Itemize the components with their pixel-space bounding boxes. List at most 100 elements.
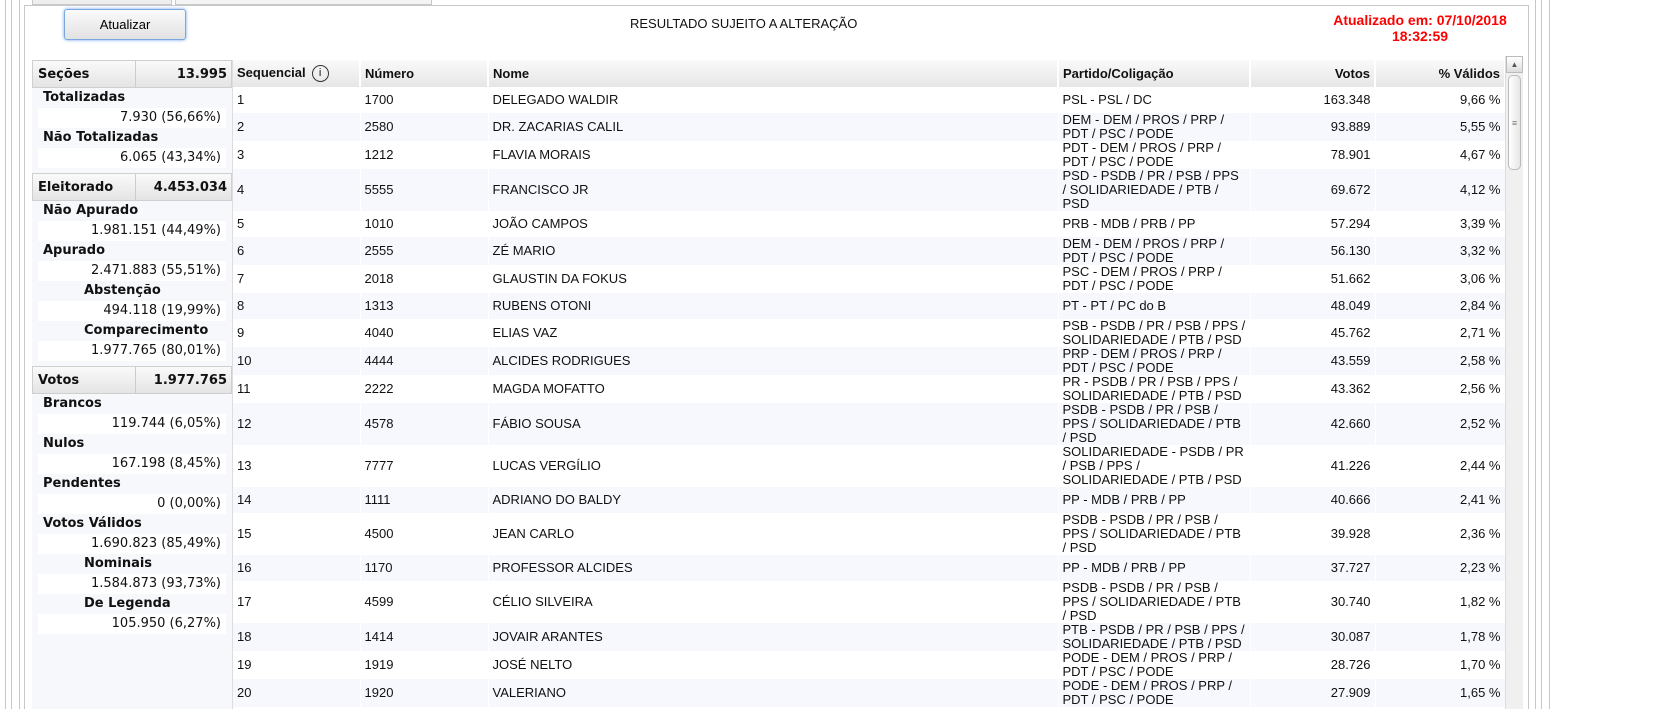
value: 6.065 (43,34%) (38, 148, 226, 168)
table-row[interactable]: 20 1920 VALERIANO PODE - DEM / PROS / PRP /… (233, 679, 1505, 707)
table-row[interactable]: 14 1111 ADRIANO DO BALDY PP - MDB / PRB / P… (233, 487, 1505, 513)
cell-nome: JOSÉ NELTO (488, 651, 1059, 679)
vertical-scrollbar[interactable]: ▲ ≡ (1505, 56, 1523, 709)
refresh-button[interactable]: Atualizar (64, 9, 186, 40)
cell-sequencial: 11 (233, 375, 361, 403)
cell-sequencial: 4 (233, 169, 361, 211)
scroll-thumb[interactable]: ≡ (1508, 75, 1521, 170)
table-row[interactable]: 19 1919 JOSÉ NELTO PODE - DEM / PROS / PRP … (233, 651, 1505, 679)
tab[interactable] (175, 0, 432, 5)
cell-validos: 3,39 % (1375, 211, 1505, 237)
table-row[interactable]: 4 5555 FRANCISCO JR PSD - PSDB / PR / PSB /… (233, 169, 1505, 211)
col-partido[interactable]: Partido/Coligação (1058, 60, 1251, 87)
table-row[interactable]: 11 2222 MAGDA MOFATTO PR - PSDB / PR / PSB … (233, 375, 1505, 403)
table-row[interactable]: 16 1170 PROFESSOR ALCIDES PP - MDB / PRB / … (233, 555, 1505, 581)
cell-sequencial: 7 (233, 265, 361, 293)
cell-votos: 30.087 (1250, 623, 1376, 651)
table-row[interactable]: 2 2580 DR. ZACARIAS CALIL DEM - DEM / PROS … (233, 113, 1505, 141)
table-row[interactable]: 5 1010 JOÃO CAMPOS PRB - MDB / PRB / PP 57.2… (233, 211, 1505, 237)
table-row[interactable]: 12 4578 FÁBIO SOUSA PSDB - PSDB / PR / PSB … (233, 403, 1505, 445)
cell-validos: 3,06 % (1375, 265, 1505, 293)
col-numero[interactable]: Número (360, 60, 489, 87)
value: 1.977.765 (153, 372, 227, 388)
value: 13.995 (176, 66, 227, 82)
cell-partido: PSDB - PSDB / PR / PSB / PPS / SOLIDARIE… (1058, 581, 1251, 623)
cell-partido: PTB - PSDB / PR / PSB / PPS / SOLIDARIED… (1058, 623, 1251, 651)
cell-nome: VALERIANO (488, 679, 1059, 707)
cell-votos: 30.740 (1250, 581, 1376, 623)
cell-votos: 78.901 (1250, 141, 1376, 169)
table-header: Sequencial i Número Nome Partido/Coligaçã… (233, 60, 1505, 87)
cell-votos: 43.559 (1250, 347, 1376, 375)
cell-partido: PP - MDB / PRB / PP (1058, 555, 1251, 581)
col-votos[interactable]: Votos (1250, 60, 1376, 87)
content-frame (24, 5, 1529, 709)
table-row[interactable]: 1 1700 DELEGADO WALDIR PSL - PSL / DC 163.34… (233, 87, 1505, 113)
col-label: Sequencial (237, 65, 306, 80)
info-icon[interactable]: i (311, 65, 329, 82)
cell-numero: 1170 (360, 555, 489, 581)
value: 7.930 (56,66%) (38, 108, 226, 128)
value: 1.977.765 (80,01%) (38, 341, 226, 361)
cell-nome: GLAUSTIN DA FOKUS (488, 265, 1059, 293)
table-row[interactable]: 6 2555 ZÉ MARIO DEM - DEM / PROS / PRP / PD… (233, 237, 1505, 265)
label: Votos (33, 367, 136, 393)
table-row[interactable]: 15 4500 JEAN CARLO PSDB - PSDB / PR / PSB /… (233, 513, 1505, 555)
col-validos[interactable]: % Válidos (1375, 60, 1505, 87)
cell-nome: JOÃO CAMPOS (488, 211, 1059, 237)
table-row[interactable]: 13 7777 LUCAS VERGÍLIO SOLIDARIEDADE - PSDB… (233, 445, 1505, 487)
cell-validos: 4,67 % (1375, 141, 1505, 169)
cell-numero: 1919 (360, 651, 489, 679)
cell-validos: 1,65 % (1375, 679, 1505, 707)
table-row[interactable]: 3 1212 FLAVIA MORAIS PDT - DEM / PROS / PRP… (233, 141, 1505, 169)
cell-votos: 41.226 (1250, 445, 1376, 487)
col-nome[interactable]: Nome (488, 60, 1059, 87)
cell-votos: 163.348 (1250, 87, 1376, 113)
cell-numero: 1414 (360, 623, 489, 651)
cell-nome: LUCAS VERGÍLIO (488, 445, 1059, 487)
table-row[interactable]: 7 2018 GLAUSTIN DA FOKUS PSC - DEM / PROS /… (233, 265, 1505, 293)
cell-numero: 7777 (360, 445, 489, 487)
cell-numero: 2555 (360, 237, 489, 265)
scroll-up-icon[interactable]: ▲ (1506, 56, 1523, 73)
cell-votos: 27.909 (1250, 679, 1376, 707)
frame-line (11, 0, 12, 709)
table-row[interactable]: 8 1313 RUBENS OTONI PT - PT / PC do B 48.049… (233, 293, 1505, 319)
cell-validos: 5,55 % (1375, 113, 1505, 141)
cell-validos: 2,52 % (1375, 403, 1505, 445)
col-sequencial[interactable]: Sequencial i (233, 60, 361, 87)
cell-sequencial: 1 (233, 87, 361, 113)
label: Eleitorado (33, 174, 136, 200)
table-row[interactable]: 18 1414 JOVAIR ARANTES PTB - PSDB / PR / PS… (233, 623, 1505, 651)
cell-nome: PROFESSOR ALCIDES (488, 555, 1059, 581)
results-table-container: Sequencial i Número Nome Partido/Coligaçã… (233, 60, 1505, 709)
cell-validos: 1,82 % (1375, 581, 1505, 623)
cell-numero: 4040 (360, 319, 489, 347)
cell-votos: 48.049 (1250, 293, 1376, 319)
cell-nome: JEAN CARLO (488, 513, 1059, 555)
cell-sequencial: 14 (233, 487, 361, 513)
frame-line (1549, 0, 1550, 709)
cell-sequencial: 18 (233, 623, 361, 651)
cell-numero: 4599 (360, 581, 489, 623)
cell-sequencial: 9 (233, 319, 361, 347)
cell-sequencial: 20 (233, 679, 361, 707)
cell-votos: 45.762 (1250, 319, 1376, 347)
results-table: Sequencial i Número Nome Partido/Coligaçã… (233, 60, 1505, 707)
table-row[interactable]: 17 4599 CÉLIO SILVEIRA PSDB - PSDB / PR / P… (233, 581, 1505, 623)
cell-partido: PODE - DEM / PROS / PRP / PDT / PSC / PO… (1058, 651, 1251, 679)
label: Votos Válidos (43, 516, 142, 531)
frame-line (1535, 0, 1536, 709)
cell-partido: PRB - MDB / PRB / PP (1058, 211, 1251, 237)
cell-partido: PSB - PSDB / PR / PSB / PPS / SOLIDARIED… (1058, 319, 1251, 347)
tab[interactable] (32, 0, 172, 5)
table-row[interactable]: 9 4040 ELIAS VAZ PSB - PSDB / PR / PSB / PP… (233, 319, 1505, 347)
table-row[interactable]: 10 4444 ALCIDES RODRIGUES PRP - DEM / PROS … (233, 347, 1505, 375)
cell-numero: 2580 (360, 113, 489, 141)
cell-numero: 1920 (360, 679, 489, 707)
updated-time: 18:32:59 (1391, 28, 1449, 44)
value: 2.471.883 (55,51%) (38, 261, 226, 281)
cell-votos: 57.294 (1250, 211, 1376, 237)
result-notice: RESULTADO SUJEITO A ALTERAÇÃO (630, 16, 858, 31)
cell-validos: 2,44 % (1375, 445, 1505, 487)
